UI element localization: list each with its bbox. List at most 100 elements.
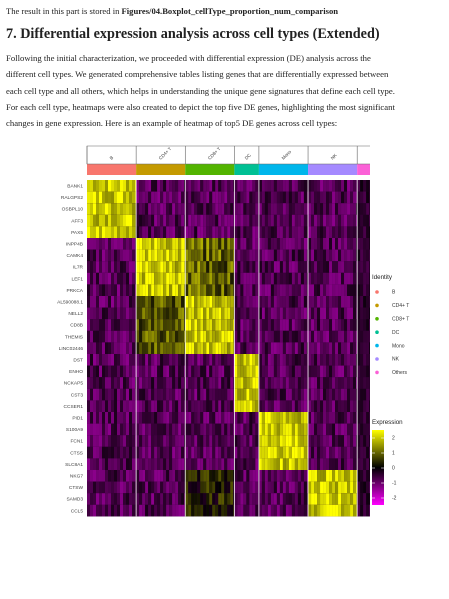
heatmap-cell — [102, 412, 105, 424]
heatmap-cell — [360, 458, 364, 470]
heatmap-cell — [166, 296, 170, 308]
heatmap-cell — [184, 481, 186, 494]
heatmap-cell — [145, 307, 149, 320]
heatmap-cell — [135, 458, 137, 470]
heatmap-cell — [151, 504, 155, 517]
heatmap-cell — [160, 470, 164, 482]
heatmap-cell — [237, 388, 241, 401]
heatmap-cell — [224, 238, 228, 250]
heatmap-cell — [212, 354, 216, 366]
heatmap-cell — [166, 214, 170, 227]
heatmap-cell — [126, 458, 129, 470]
heatmap-cell — [203, 261, 207, 273]
heatmap-cell — [163, 180, 167, 192]
heatmap-cell — [258, 214, 262, 227]
heatmap-cell — [105, 191, 108, 204]
heatmap-cell — [178, 423, 182, 436]
heatmap-cell — [291, 423, 295, 436]
heatmap-cell — [111, 261, 114, 273]
heatmap-cell — [326, 470, 330, 482]
heatmap-cell — [249, 493, 253, 505]
heatmap-cell — [246, 400, 250, 412]
heatmap-cell — [357, 435, 361, 447]
heatmap-cell — [188, 481, 192, 494]
heatmap-cell — [350, 203, 354, 215]
identity-legend-swatch — [375, 330, 379, 334]
heatmap-cell — [129, 481, 132, 494]
heatmap-cell — [291, 377, 295, 389]
heatmap-cell — [255, 330, 259, 343]
heatmap-cell — [227, 435, 231, 447]
heatmap-cell — [314, 214, 318, 227]
heatmap-cell — [221, 296, 225, 308]
heatmap-cell — [347, 296, 351, 308]
heatmap-cell — [261, 272, 265, 285]
heatmap-cell — [270, 214, 274, 227]
heatmap-cell — [154, 307, 158, 320]
heatmap-cell — [215, 214, 219, 227]
heatmap-cell — [335, 412, 339, 424]
heatmap-cell — [363, 354, 367, 366]
heatmap-cell — [188, 272, 192, 285]
heatmap-cell — [105, 377, 108, 389]
heatmap-cell — [360, 365, 364, 378]
heatmap-cell — [90, 330, 93, 343]
heatmap-cell — [353, 446, 357, 459]
heatmap-cell — [267, 446, 271, 459]
heatmap-cell — [163, 412, 167, 424]
heatmap-cell — [129, 412, 132, 424]
heatmap-cell — [102, 481, 105, 494]
heatmap-cell — [344, 226, 348, 238]
heatmap-cell — [279, 377, 283, 389]
heatmap-cell — [111, 377, 114, 389]
heatmap-cell — [246, 412, 250, 424]
heatmap-cell — [230, 180, 234, 192]
heatmap-legend: Identity B CD4+ T CD8+ T DC Mono NK Others Expre… — [372, 272, 442, 514]
heatmap-cell — [221, 435, 225, 447]
heatmap-cell — [285, 296, 289, 308]
heatmap-cell — [215, 504, 219, 517]
heatmap-cell — [329, 446, 333, 459]
heatmap-cell — [145, 377, 149, 389]
heatmap-cell — [203, 446, 207, 459]
heatmap-cell — [206, 377, 210, 389]
heatmap-cell — [93, 214, 96, 227]
heatmap-cell — [123, 203, 126, 215]
heatmap-cell — [306, 214, 309, 227]
heatmap-cell — [350, 342, 354, 354]
heatmap-cell — [303, 307, 307, 320]
heatmap-cell — [344, 261, 348, 273]
heatmap-cell — [206, 354, 210, 366]
heatmap-cell — [139, 307, 143, 320]
heatmap-cell — [90, 238, 93, 250]
heatmap-cell — [209, 481, 213, 494]
heatmap-cell — [267, 377, 271, 389]
heatmap-cell — [303, 446, 307, 459]
heatmap-cell — [323, 307, 327, 320]
heatmap-cell — [246, 377, 250, 389]
heatmap-cell — [212, 319, 216, 331]
heatmap-cell — [273, 238, 277, 250]
heatmap-cell — [267, 435, 271, 447]
heatmap-cell — [178, 180, 182, 192]
heatmap-cell — [157, 493, 161, 505]
heatmap-cell — [96, 412, 99, 424]
heatmap-cell — [117, 296, 120, 308]
heatmap-cell — [282, 249, 286, 262]
heatmap-cell — [111, 342, 114, 354]
heatmap-cell — [326, 191, 330, 204]
cell-type-label: DC — [244, 152, 253, 161]
heatmap-cell — [163, 458, 167, 470]
heatmap-cell — [166, 330, 170, 343]
gene-label: RALGPS2 — [61, 195, 83, 201]
heatmap-cell — [294, 400, 298, 412]
heatmap-cell — [87, 377, 90, 389]
heatmap-cell — [300, 435, 304, 447]
heatmap-cell — [300, 226, 304, 238]
heatmap-cell — [218, 307, 222, 320]
heatmap-cell — [300, 261, 304, 273]
heatmap-cell — [227, 307, 231, 320]
heatmap-cell — [148, 284, 152, 296]
heatmap-cell — [209, 423, 213, 436]
heatmap-cell — [320, 412, 324, 424]
